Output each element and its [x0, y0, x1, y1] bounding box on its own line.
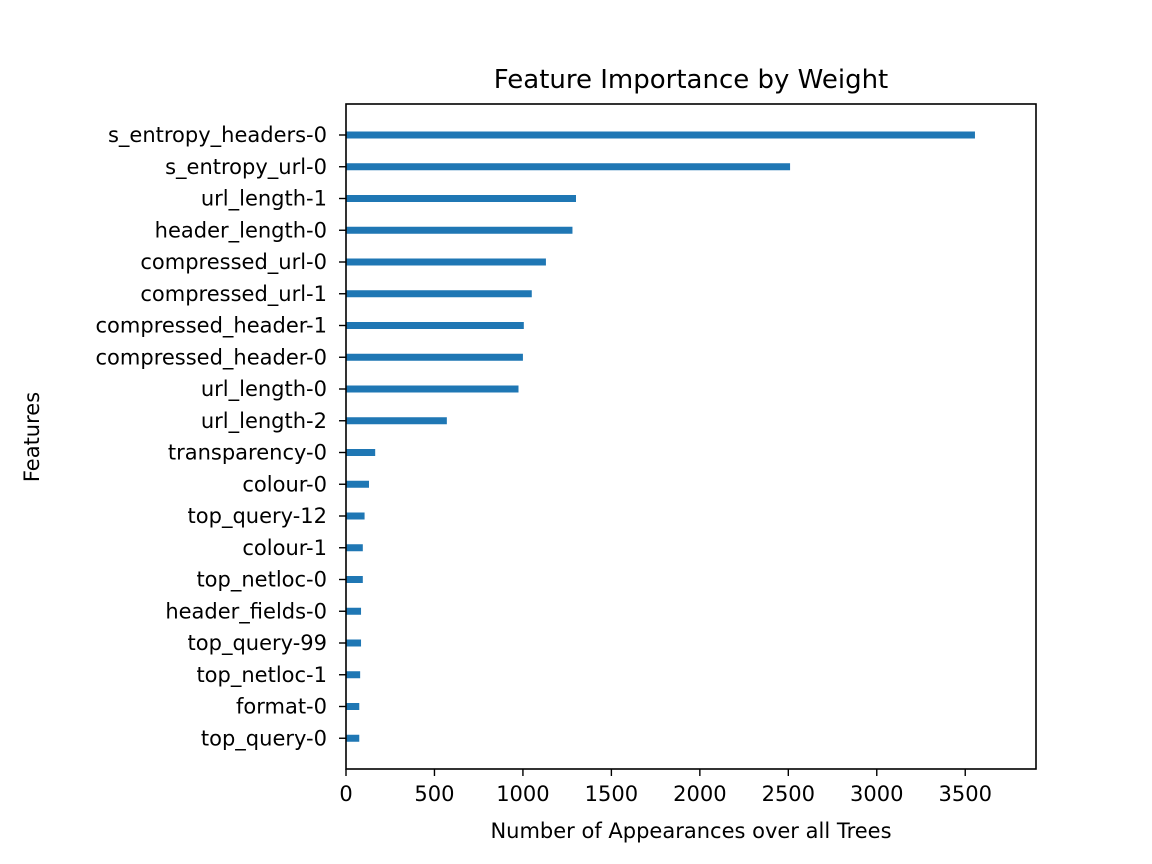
x-tick-label-1: 500: [414, 782, 454, 806]
y-tick-label-8: url_length-0: [201, 377, 327, 402]
x-tick-label-6: 3000: [850, 782, 903, 806]
bar-11: [346, 480, 369, 488]
y-tick-label-7: compressed_header-0: [96, 345, 327, 370]
x-axis-ticks: 0 500 1000 1500 2000 2500 3000 3500: [339, 769, 992, 806]
y-tick-label-5: compressed_url-1: [140, 282, 327, 307]
x-tick-label-2: 1000: [496, 782, 549, 806]
y-axis-label: Features: [20, 392, 44, 482]
y-tick-label-9: url_length-2: [201, 409, 327, 434]
chart-title: Feature Importance by Weight: [494, 65, 889, 95]
bar-1: [346, 163, 791, 171]
y-tick-label-4: compressed_url-0: [140, 250, 327, 275]
y-tick-label-13: colour-1: [242, 536, 327, 560]
y-tick-label-10: transparency-0: [168, 441, 327, 465]
bar-7: [346, 353, 523, 361]
plot-area-frame: [345, 103, 1037, 770]
bar-3: [346, 226, 573, 234]
x-tick-label-4: 2000: [673, 782, 726, 806]
bar-8: [346, 385, 519, 393]
bar-5: [346, 290, 532, 298]
x-tick-label-5: 2500: [762, 782, 815, 806]
x-tick-label-7: 3500: [939, 782, 992, 806]
y-tick-label-16: top_query-99: [188, 631, 327, 656]
x-axis-label: Number of Appearances over all Trees: [490, 819, 891, 843]
x-tick-label-3: 1500: [585, 782, 638, 806]
y-tick-label-3: header_length-0: [155, 218, 327, 243]
y-tick-label-6: compressed_header-1: [96, 314, 327, 339]
bar-16: [346, 639, 362, 647]
y-tick-label-12: top_query-12: [188, 504, 327, 529]
bars-layer: [346, 131, 975, 742]
y-tick-label-14: top_netloc-0: [196, 568, 327, 593]
bar-4: [346, 258, 546, 266]
bar-18: [346, 703, 360, 710]
bar-9: [346, 417, 447, 425]
bar-6: [346, 322, 524, 329]
bar-2: [346, 195, 576, 202]
y-tick-label-11: colour-0: [242, 472, 327, 496]
bar-14: [346, 576, 363, 583]
y-tick-label-0: s_entropy_headers-0: [108, 123, 327, 148]
bar-10: [346, 449, 376, 456]
y-tick-label-19: top_query-0: [201, 726, 327, 751]
y-tick-label-15: header_fields-0: [165, 599, 327, 624]
y-axis-ticks: s_entropy_headers-0 s_entropy_url-0 url_le…: [96, 123, 346, 751]
bar-15: [346, 607, 362, 615]
bar-13: [346, 544, 363, 552]
y-tick-label-18: format-0: [236, 695, 327, 719]
bar-0: [346, 131, 975, 139]
x-tick-label-0: 0: [339, 782, 352, 806]
bar-17: [346, 671, 361, 679]
bar-19: [346, 734, 360, 742]
y-tick-label-17: top_netloc-1: [196, 663, 327, 688]
y-tick-label-2: url_length-1: [201, 187, 327, 212]
bar-12: [346, 512, 365, 520]
y-tick-label-1: s_entropy_url-0: [165, 155, 327, 180]
